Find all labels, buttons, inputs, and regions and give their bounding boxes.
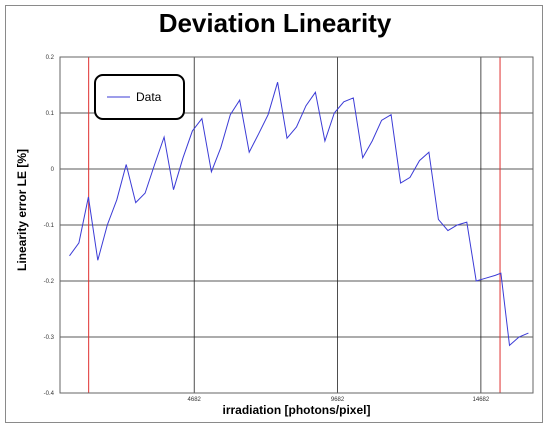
x-tick-label: 4682 <box>188 397 202 403</box>
chart-frame <box>5 5 543 423</box>
y-tick-label: 0 <box>51 167 55 173</box>
legend-label: Data <box>136 90 162 104</box>
y-tick-label: -0.4 <box>44 391 55 397</box>
plot-border <box>59 56 534 394</box>
y-tick-label: 0.1 <box>46 111 55 117</box>
vertical-markers <box>88 57 501 393</box>
x-tick-label: 9682 <box>331 397 345 403</box>
tick-labels: -0.4 -0.3 -0.2 -0.1 0 0.1 0.2 4682 9682 14682 <box>44 55 490 403</box>
y-tick-label: 0.2 <box>46 55 55 61</box>
y-tick-label: -0.3 <box>44 335 55 341</box>
x-tick-label: 14682 <box>473 397 490 403</box>
series-lines <box>69 82 529 347</box>
legend: Data <box>94 74 185 120</box>
legend-box <box>94 74 185 120</box>
x-axis-label: irradiation [photons/pixel] <box>222 403 371 417</box>
grid <box>60 56 533 394</box>
chart-title: Deviation Linearity <box>158 8 392 38</box>
y-tick-label: -0.1 <box>44 223 55 229</box>
series-line <box>69 82 529 347</box>
y-tick-label: -0.2 <box>44 279 55 285</box>
